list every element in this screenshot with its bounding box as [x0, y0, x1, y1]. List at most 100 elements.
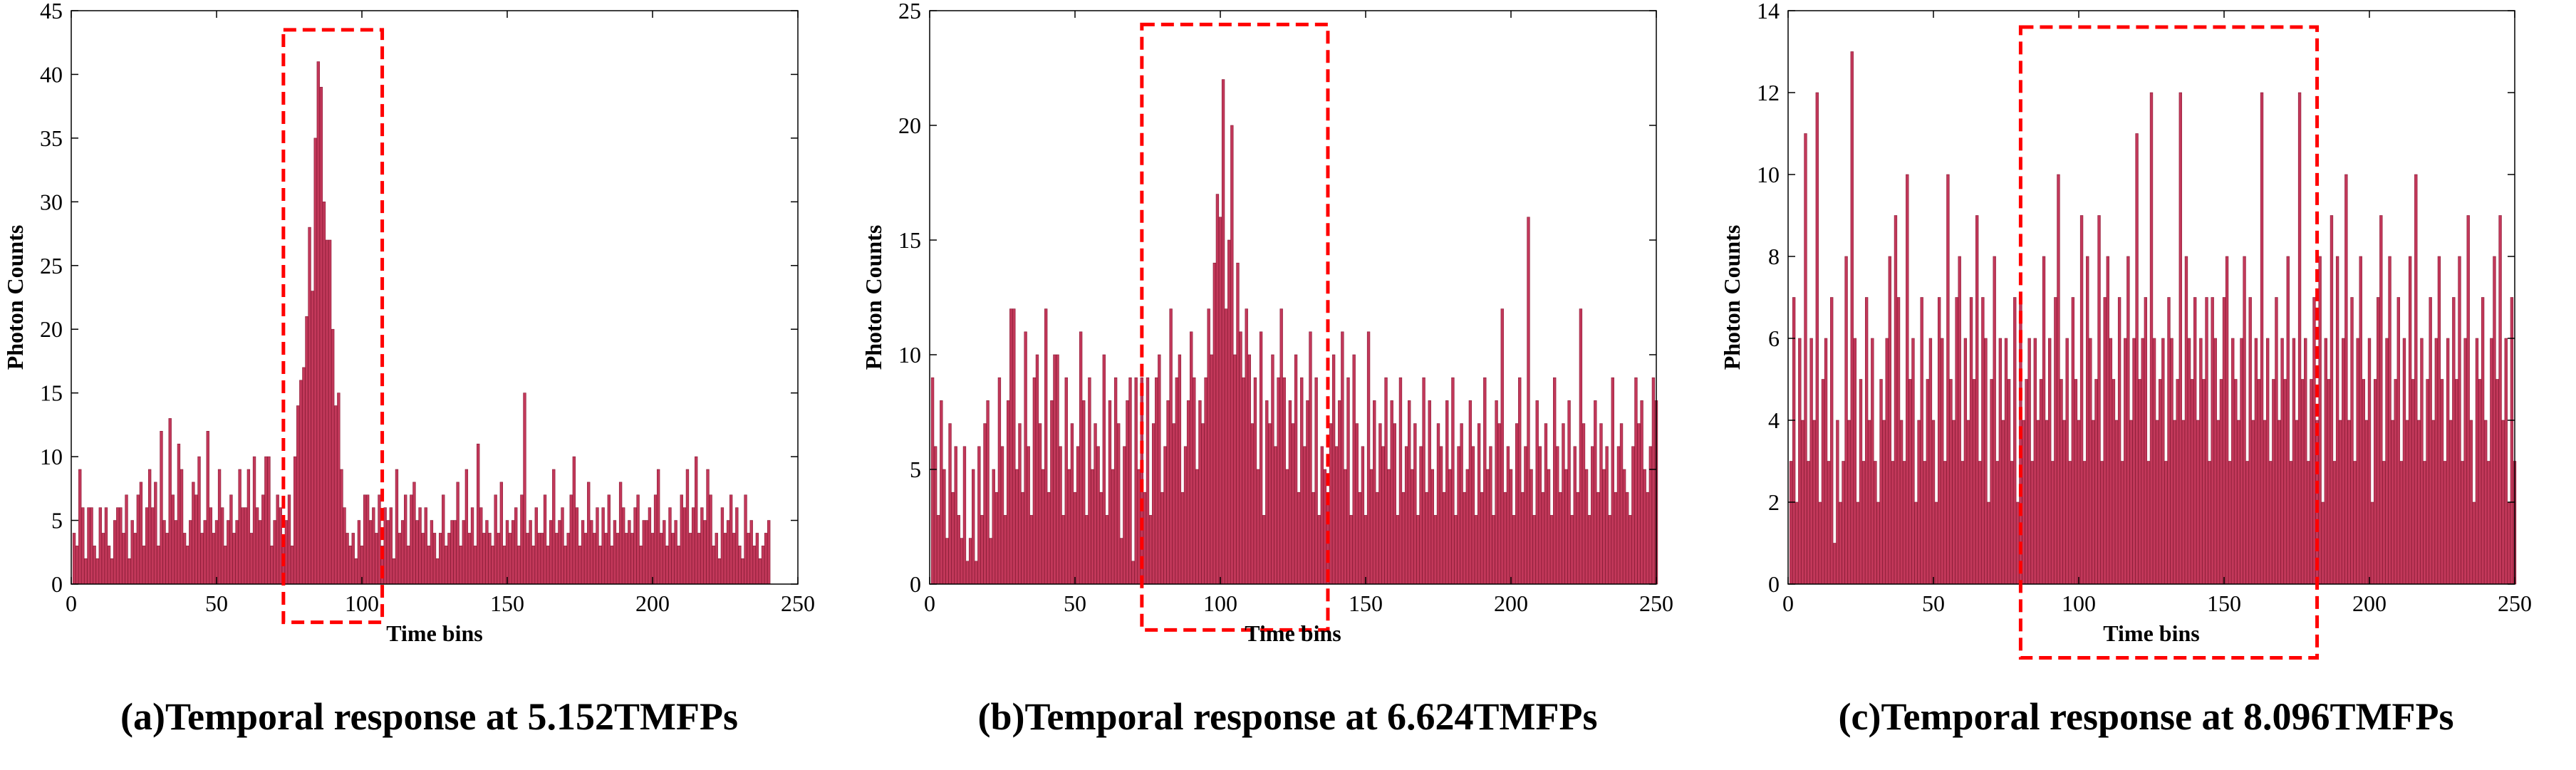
- bar: [1792, 297, 1796, 585]
- bar: [596, 507, 599, 585]
- bar: [1448, 469, 1452, 585]
- bar: [1442, 491, 1446, 585]
- bar: [1259, 331, 1263, 585]
- bar: [749, 520, 753, 585]
- bar: [1454, 515, 1458, 585]
- bar: [1975, 215, 1979, 585]
- bars: [1789, 51, 2517, 585]
- bar: [2426, 379, 2429, 585]
- bar: [1850, 51, 1854, 585]
- bar: [2159, 379, 2162, 585]
- bar: [136, 494, 140, 585]
- bar: [1277, 377, 1280, 585]
- bar: [2144, 297, 2148, 585]
- bar: [1629, 515, 1632, 585]
- bar: [2103, 297, 2107, 585]
- bar: [758, 558, 762, 585]
- bar: [1323, 469, 1327, 585]
- bar: [957, 515, 960, 585]
- bar: [2248, 297, 2252, 585]
- bar: [1331, 354, 1336, 585]
- bar: [316, 61, 320, 585]
- bar: [2312, 297, 2316, 585]
- bar: [1108, 400, 1112, 585]
- y-tick-label: 5: [51, 508, 63, 534]
- bar: [354, 558, 358, 585]
- bar: [2196, 420, 2200, 585]
- bar: [1524, 446, 1527, 585]
- bar: [1094, 423, 1097, 585]
- bar: [665, 546, 669, 585]
- bar: [587, 482, 591, 585]
- bar: [1344, 469, 1347, 585]
- bar: [558, 520, 561, 585]
- bar: [1096, 446, 1100, 585]
- bar: [2193, 297, 2197, 585]
- bar: [555, 533, 559, 585]
- bar: [1891, 461, 1895, 585]
- bar: [1457, 446, 1460, 585]
- bar: [1390, 400, 1393, 585]
- bar: [1934, 501, 1938, 585]
- caption-c: (c)Temporal response at 8.096TMFPs: [1838, 695, 2454, 738]
- x-tick-label: 150: [1349, 590, 1383, 616]
- bar: [732, 533, 736, 585]
- y-tick-label: 15: [898, 227, 921, 253]
- bar: [1143, 491, 1147, 585]
- bar: [479, 507, 483, 585]
- bar: [1538, 446, 1542, 585]
- bar: [1602, 469, 1606, 585]
- bar: [2367, 338, 2372, 585]
- bar: [2094, 379, 2098, 585]
- chart-b: 0 50 100 150 200 250 0 5 10 15 20 25 Time bins Photon…: [861, 0, 1673, 646]
- bar: [2124, 338, 2127, 585]
- bar: [569, 494, 573, 585]
- y-tick-label: 0: [51, 571, 63, 597]
- bar: [2089, 338, 2092, 585]
- bar: [346, 533, 349, 585]
- bar: [299, 380, 303, 585]
- bar: [1801, 420, 1804, 585]
- bar: [322, 202, 326, 585]
- bar: [975, 561, 978, 585]
- bar: [1433, 515, 1438, 585]
- bar: [2205, 297, 2208, 585]
- bar: [232, 533, 236, 585]
- bar: [119, 507, 123, 585]
- bar: [2062, 420, 2066, 585]
- bar: [2335, 256, 2339, 585]
- bar: [1358, 491, 1362, 585]
- bar: [1186, 400, 1190, 585]
- bar: [677, 546, 680, 585]
- bar: [499, 482, 504, 585]
- bar: [1888, 256, 1891, 585]
- bar: [1876, 501, 1880, 585]
- bar: [273, 520, 276, 585]
- bar: [1190, 331, 1193, 585]
- bar: [1373, 400, 1376, 585]
- bar: [747, 533, 750, 585]
- bar: [1549, 515, 1554, 585]
- highlight-box: [281, 28, 385, 625]
- bar: [674, 520, 677, 585]
- bar: [2161, 338, 2165, 585]
- bar: [1338, 400, 1341, 585]
- bar: [290, 546, 294, 585]
- bar: [287, 494, 291, 585]
- bar: [1256, 469, 1260, 585]
- bar: [421, 533, 425, 585]
- bar: [1885, 338, 1889, 585]
- bar: [1215, 194, 1220, 585]
- bar: [2364, 420, 2369, 585]
- bar: [1117, 423, 1121, 585]
- bar: [2054, 297, 2057, 585]
- bar: [311, 291, 314, 585]
- bar: [1844, 256, 1848, 585]
- bar: [1038, 423, 1042, 585]
- bar: [2068, 461, 2072, 585]
- bar: [1366, 331, 1371, 585]
- bar: [168, 418, 172, 585]
- bar: [2178, 92, 2182, 585]
- bar: [2254, 338, 2258, 585]
- bar: [2138, 379, 2141, 585]
